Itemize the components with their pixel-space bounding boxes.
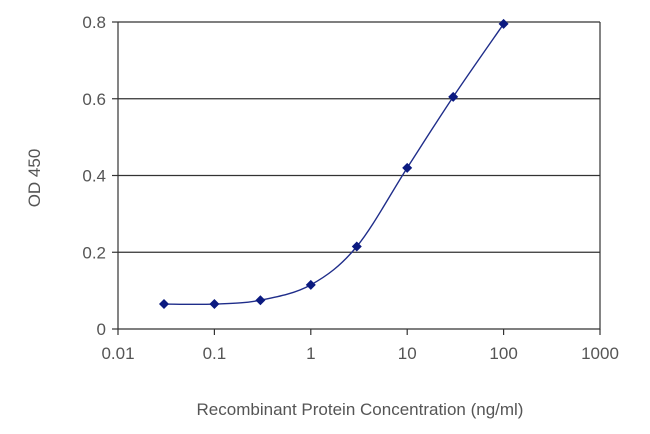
data-point: [402, 162, 413, 173]
x-tick-label: 1: [306, 344, 315, 363]
tick-labels: 0 0.2 0.4 0.6 0.8 0.01 0.1 1 10 100 1000: [82, 13, 619, 363]
data-point: [305, 279, 316, 290]
y-tick-label: 0: [97, 320, 106, 339]
y-tick-label: 0.2: [82, 243, 106, 262]
x-tick-label: 100: [489, 344, 517, 363]
data-point: [498, 18, 509, 29]
axes: [112, 21, 601, 335]
data-point: [209, 299, 220, 310]
x-axis-label: Recombinant Protein Concentration (ng/ml…: [197, 400, 524, 419]
y-axis-label: OD 450: [25, 149, 44, 208]
data-point: [158, 299, 169, 310]
x-tick-label: 1000: [581, 344, 619, 363]
data-point: [351, 241, 362, 252]
plot-frame: [117, 22, 601, 330]
series-line: [163, 23, 505, 306]
series: [158, 18, 509, 310]
y-tick-label: 0.6: [82, 90, 106, 109]
data-point: [448, 91, 459, 102]
grid-lines: [118, 21, 600, 253]
x-tick-label: 0.01: [101, 344, 134, 363]
y-tick-label: 0.8: [82, 13, 106, 32]
data-point: [255, 295, 266, 306]
y-tick-label: 0.4: [82, 167, 106, 186]
x-tick-label: 0.1: [203, 344, 227, 363]
x-tick-label: 10: [398, 344, 417, 363]
